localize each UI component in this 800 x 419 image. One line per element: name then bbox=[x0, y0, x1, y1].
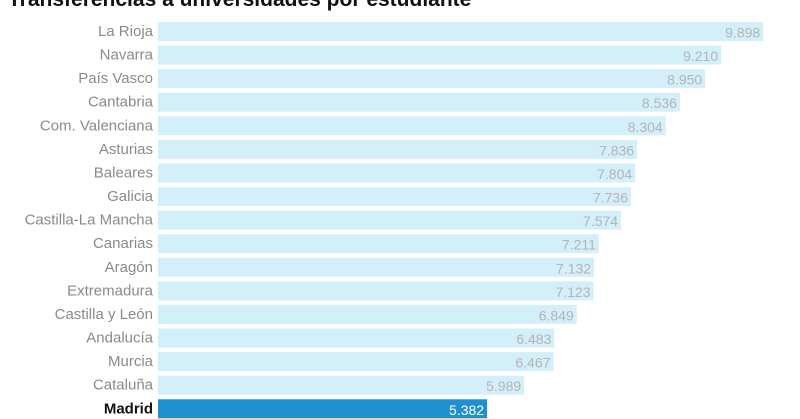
category-label-6: Baleares bbox=[94, 164, 153, 181]
category-label-4: Com. Valenciana bbox=[40, 117, 154, 134]
category-label-15: Cataluña bbox=[93, 377, 154, 394]
value-label-12: 6.849 bbox=[539, 307, 574, 323]
bar-1 bbox=[158, 45, 722, 65]
category-label-7: Galicia bbox=[107, 188, 154, 205]
value-label-6: 7.804 bbox=[597, 166, 632, 182]
category-label-10: Aragón bbox=[105, 259, 153, 276]
bar-16 bbox=[158, 399, 488, 419]
value-label-7: 7.736 bbox=[593, 190, 628, 206]
bar-8 bbox=[158, 210, 622, 230]
value-label-0: 9.898 bbox=[725, 25, 760, 41]
value-label-10: 7.132 bbox=[556, 260, 591, 276]
value-label-1: 9.210 bbox=[683, 48, 718, 64]
bar-9 bbox=[158, 234, 599, 254]
bar-4 bbox=[158, 116, 666, 136]
value-labels-group: 9.898 9.210 8.950 8.536 8.304 7.836 7.804 7.736… bbox=[449, 25, 760, 418]
bar-15 bbox=[158, 375, 525, 395]
bar-14 bbox=[158, 352, 554, 372]
value-label-3: 8.536 bbox=[642, 95, 677, 111]
value-label-13: 6.483 bbox=[516, 331, 551, 347]
value-label-14: 6.467 bbox=[515, 355, 550, 371]
chart-title: Transferencias a universidades por estud… bbox=[8, 0, 471, 11]
value-label-5: 7.836 bbox=[599, 142, 634, 158]
category-label-12: Castilla y León bbox=[55, 306, 153, 323]
value-label-4: 8.304 bbox=[628, 119, 663, 135]
bar-5 bbox=[158, 139, 638, 159]
category-label-14: Murcia bbox=[108, 353, 154, 370]
value-label-2: 8.950 bbox=[667, 72, 702, 88]
category-label-3: Cantabria bbox=[88, 94, 154, 111]
bar-12 bbox=[158, 304, 577, 324]
bar-13 bbox=[158, 328, 555, 348]
category-label-13: Andalucía bbox=[86, 330, 153, 347]
category-label-8: Castilla-La Mancha bbox=[25, 212, 154, 229]
category-labels-group: La Rioja Navarra País Vasco Cantabria Com. V… bbox=[25, 23, 154, 417]
value-label-15: 5.989 bbox=[486, 378, 521, 394]
bar-0 bbox=[158, 22, 764, 41]
value-label-9: 7.211 bbox=[562, 237, 596, 253]
category-label-16: Madrid bbox=[104, 400, 153, 417]
bar-10 bbox=[158, 257, 595, 277]
value-label-16: 5.382 bbox=[449, 402, 484, 418]
category-label-11: Extremadura bbox=[67, 282, 154, 299]
value-label-11: 7.123 bbox=[555, 284, 590, 300]
bar-6 bbox=[158, 163, 636, 183]
bar-3 bbox=[158, 92, 680, 112]
bar-2 bbox=[158, 69, 706, 89]
bars-group bbox=[158, 22, 764, 419]
category-label-5: Asturias bbox=[99, 141, 153, 158]
category-label-9: Canarias bbox=[93, 235, 153, 252]
category-label-2: País Vasco bbox=[78, 70, 153, 87]
bar-11 bbox=[158, 281, 594, 301]
category-label-0: La Rioja bbox=[98, 23, 154, 40]
category-label-1: Navarra bbox=[100, 47, 154, 64]
value-label-8: 7.574 bbox=[583, 213, 618, 229]
bar-7 bbox=[158, 187, 632, 207]
